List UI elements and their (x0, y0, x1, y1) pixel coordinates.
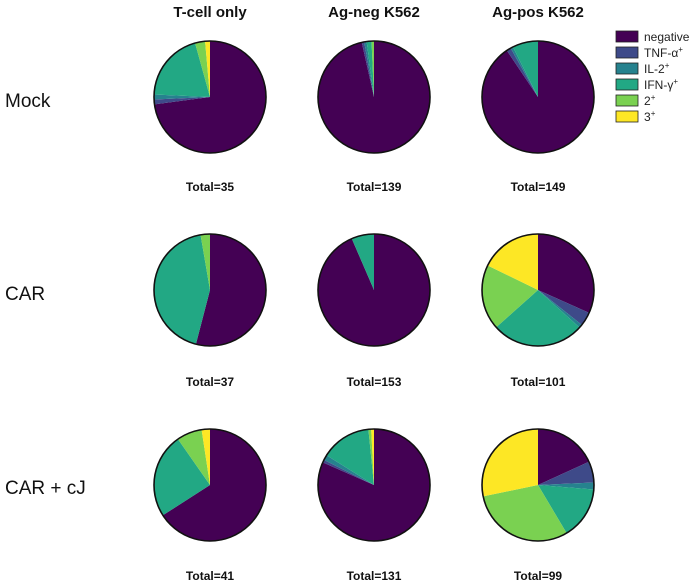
pie-slice-il-2 (364, 41, 374, 97)
pie-car-t-cell-only (153, 233, 267, 347)
total-label: Total=41 (186, 569, 234, 583)
total-labels: Total=35 Total=139 Total=149 Total=37 Total=… (186, 180, 566, 583)
pie-slice-negative (482, 41, 595, 153)
pie-slice-2 (481, 265, 538, 328)
legend-item-ifn: IFN-γ+ (615, 77, 678, 92)
pie-slice-il-2 (323, 455, 374, 485)
column-title-tcell-only: T-cell only (173, 4, 247, 21)
column-title-ag-neg: Ag-neg K562 (328, 4, 420, 21)
legend-label: IL-2+ (644, 61, 670, 76)
pie-slice-ifn (154, 234, 210, 345)
pie-slice-3 (482, 429, 538, 497)
pie-slice-negative (317, 41, 430, 153)
legend-label: 3+ (644, 109, 656, 124)
legend-item-tnf: TNF-α+ (615, 45, 683, 60)
pie-outline (153, 40, 267, 154)
pie-slice-tnf (538, 461, 594, 485)
legend-item-3: 3+ (615, 109, 656, 124)
pie-slice-negative (538, 429, 589, 485)
legend-item-negative: negative (615, 30, 690, 44)
pie-car-ag-pos-k562 (481, 233, 595, 347)
legend-swatch (615, 78, 639, 91)
pie-slice-negative (162, 429, 267, 541)
pie-slice-ifn (351, 234, 374, 290)
pies (153, 40, 595, 542)
legend-item-2: 2+ (615, 93, 656, 108)
pie-slice-tnf (506, 48, 538, 97)
pie-slice-il-2 (538, 482, 594, 490)
pie-slice-negative (317, 429, 430, 542)
total-label: Total=131 (347, 569, 402, 583)
pie-slice-negative (318, 234, 431, 346)
pie-mock-ag-pos-k562 (481, 40, 595, 154)
legend-swatch (615, 110, 639, 123)
pie-slice-il-2 (538, 290, 582, 328)
row-label-car: CAR (5, 284, 45, 305)
total-label: Total=149 (511, 180, 566, 194)
pie-slice-ifn (496, 290, 580, 347)
total-label: Total=153 (347, 375, 402, 389)
legend-label: negative (644, 30, 690, 44)
legend-swatch (615, 94, 639, 107)
pie-slice-2 (368, 429, 374, 485)
pie-slice-3 (201, 429, 210, 485)
pie-outline (153, 233, 267, 347)
pie-outline (481, 40, 595, 154)
pie-car-cj-t-cell-only (153, 428, 267, 542)
pie-slice-ifn (154, 43, 210, 97)
legend-swatch (615, 46, 639, 59)
pie-slice-tnf (154, 97, 210, 105)
pie-slice-ifn (366, 41, 374, 97)
row-label-mock: Mock (5, 91, 51, 112)
pie-slice-il-2 (153, 94, 210, 100)
pie-outline (481, 428, 595, 542)
pie-car-cj-ag-neg-k562 (317, 428, 431, 542)
pie-slice-tnf (322, 459, 374, 485)
pie-slice-ifn (326, 429, 374, 485)
pie-slice-2 (195, 41, 210, 97)
row-labels: Mock CAR CAR + cJ (5, 91, 86, 499)
pie-car-cj-ag-pos-k562 (481, 428, 595, 542)
column-title-ag-pos: Ag-pos K562 (492, 4, 584, 21)
row-label-car-cj: CAR + cJ (5, 478, 86, 499)
pie-outline (153, 428, 267, 542)
pie-slice-2 (177, 429, 210, 485)
legend-item-il-2: IL-2+ (615, 61, 670, 76)
legend-swatch (615, 30, 639, 43)
legend-label: 2+ (644, 93, 656, 108)
pie-outline (317, 428, 431, 542)
pie-slice-3 (371, 429, 374, 485)
pie-slice-ifn (154, 439, 210, 516)
pie-slice-ifn (512, 41, 538, 97)
legend-label: TNF-α+ (644, 45, 683, 60)
pie-slice-tnf (538, 290, 590, 325)
pie-outline (481, 233, 595, 347)
total-label: Total=99 (514, 569, 562, 583)
legend-label: IFN-γ+ (644, 77, 678, 92)
pie-outline (317, 233, 431, 347)
total-label: Total=101 (511, 375, 566, 389)
pie-slice-il-2 (510, 46, 538, 97)
pie-slice-2 (483, 485, 567, 542)
pie-slice-2 (371, 40, 374, 97)
pie-slice-3 (487, 234, 538, 290)
pie-mock-t-cell-only (153, 40, 267, 154)
pie-slice-negative (195, 234, 267, 346)
pie-mock-ag-neg-k562 (317, 40, 431, 154)
pie-slice-negative (154, 41, 267, 153)
pie-slice-3 (205, 41, 210, 97)
pie-car-ag-neg-k562 (317, 233, 431, 347)
total-label: Total=37 (186, 375, 234, 389)
total-label: Total=35 (186, 180, 234, 194)
column-titles: T-cell only Ag-neg K562 Ag-pos K562 (173, 4, 584, 21)
pie-outline (317, 40, 431, 154)
legend-swatch (615, 62, 639, 75)
total-label: Total=139 (347, 180, 402, 194)
pie-slice-2 (200, 234, 210, 290)
pie-slice-tnf (361, 41, 374, 97)
